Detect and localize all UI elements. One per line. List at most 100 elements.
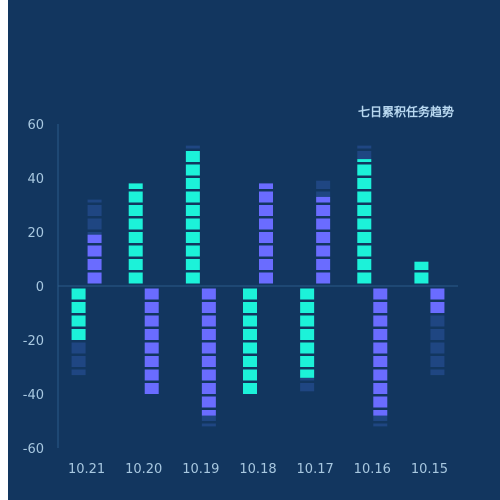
bar-segment	[373, 410, 388, 416]
bar-segment	[128, 245, 143, 257]
bar-segment	[357, 205, 372, 216]
bar-segment	[300, 315, 315, 327]
x-tick-label: 10.19	[182, 462, 219, 477]
bar-segment	[357, 218, 372, 230]
bar-segment	[185, 178, 200, 189]
bar-segment	[128, 218, 143, 230]
bar-segment	[185, 245, 200, 257]
bar-segment	[373, 356, 388, 367]
x-tick-label: 10.18	[239, 462, 276, 477]
bar-segment	[185, 205, 200, 216]
bar-segment	[316, 218, 331, 230]
y-tick-label: 60	[27, 118, 44, 133]
bar-track-segment	[87, 218, 102, 230]
bar-segment	[243, 356, 257, 367]
bar-segment	[259, 218, 273, 230]
bar-segment	[316, 205, 331, 216]
bar-segment	[430, 288, 445, 300]
bar-segment	[243, 315, 257, 327]
bar-segment	[259, 183, 273, 189]
bar-segment	[128, 205, 143, 216]
bar-track-segment	[71, 356, 86, 367]
bar-track-segment	[316, 191, 331, 197]
bar-track-segment	[300, 377, 315, 381]
bar-track-segment	[300, 383, 315, 392]
bar-segment	[144, 342, 159, 354]
bar-segment	[316, 272, 331, 284]
bar-track-segment	[201, 423, 216, 427]
bar-track-segment	[357, 145, 372, 149]
bar-segment	[373, 396, 388, 408]
bar-segment	[316, 196, 331, 203]
bar-segment	[414, 261, 429, 270]
bar-segment	[259, 191, 273, 203]
bar-segment	[185, 259, 200, 270]
bar-segment	[259, 232, 273, 243]
bar-segment	[300, 329, 315, 340]
bar-segment	[357, 178, 372, 189]
bar-track-segment	[430, 369, 445, 376]
x-tick-label: 10.20	[125, 462, 162, 477]
bar-segment	[259, 205, 273, 216]
bar-segment	[243, 329, 257, 340]
bar-segment	[71, 302, 86, 313]
bar-segment	[243, 342, 257, 354]
bar-segment	[430, 302, 445, 313]
bar-segment	[243, 369, 257, 381]
bar-segment	[185, 151, 200, 162]
bar-segment	[357, 191, 372, 203]
bar-segment	[201, 369, 216, 381]
bar-segment	[87, 272, 102, 284]
bar-segment	[128, 183, 143, 189]
bar-segment	[373, 329, 388, 340]
bar-segment	[201, 342, 216, 354]
bar-segment	[373, 302, 388, 313]
bar-segment	[300, 342, 315, 354]
bar-segment	[71, 315, 86, 327]
y-tick-label: 40	[27, 172, 44, 187]
bar-segment	[201, 288, 216, 300]
bar-track-segment	[87, 205, 102, 216]
bar-track-segment	[87, 199, 102, 203]
bar-track-segment	[430, 329, 445, 340]
bar-track-segment	[71, 342, 86, 354]
bar-segment	[243, 288, 257, 300]
bar-segment	[357, 245, 372, 257]
bar-segment	[259, 272, 273, 284]
bar-segment	[300, 356, 315, 367]
bar-track-segment	[185, 145, 200, 149]
y-tick-label: -20	[23, 334, 44, 349]
bar-segment	[373, 369, 388, 381]
bar-segment	[201, 410, 216, 416]
bar-segment	[316, 245, 331, 257]
bar-segment	[144, 302, 159, 313]
bar-segment	[144, 315, 159, 327]
bar-segment	[71, 288, 86, 300]
bar-segment	[128, 232, 143, 243]
bar-segment	[373, 383, 388, 394]
bar-track-segment	[430, 356, 445, 367]
bar-segment	[128, 259, 143, 270]
bar-track-segment	[357, 151, 372, 160]
bar-segment	[144, 369, 159, 381]
bar-track-segment	[373, 415, 388, 421]
y-tick-label: 0	[36, 280, 44, 295]
bar-segment	[300, 288, 315, 300]
bar-segment	[87, 245, 102, 257]
bar-segment	[144, 329, 159, 340]
bar-segment	[128, 272, 143, 284]
bar-segment	[357, 259, 372, 270]
bar-segment	[357, 164, 372, 176]
bar-segment	[414, 272, 429, 284]
bar-segment	[87, 234, 102, 243]
bar-segment	[357, 272, 372, 284]
bar-segment	[128, 191, 143, 203]
bar-segment	[185, 232, 200, 243]
bar-segment	[300, 302, 315, 313]
bar-segment	[185, 272, 200, 284]
bar-segment	[201, 302, 216, 313]
bar-segment	[71, 329, 86, 340]
bar-segment	[259, 245, 273, 257]
bar-segment	[144, 288, 159, 300]
